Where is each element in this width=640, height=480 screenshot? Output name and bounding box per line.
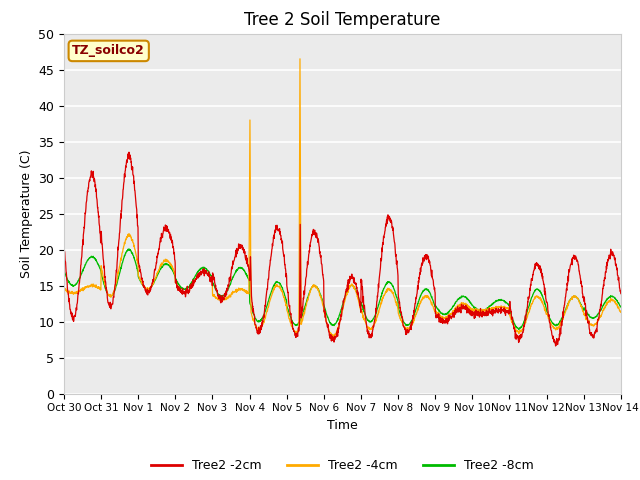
- Tree2 -4cm: [359, 313, 367, 319]
- Tree2 -2cm: [371, 316, 379, 322]
- Tree2 -2cm: [216, 293, 223, 299]
- Tree2 -4cm: [60, 286, 68, 292]
- Tree2 -2cm: [617, 291, 625, 297]
- Tree2 -4cm: [371, 320, 379, 326]
- Line: Tree2 -4cm: Tree2 -4cm: [64, 59, 621, 337]
- Tree2 -2cm: [584, 315, 591, 321]
- Title: Tree 2 Soil Temperature: Tree 2 Soil Temperature: [244, 11, 440, 29]
- Tree2 -8cm: [60, 268, 68, 274]
- Tree2 -2cm: [60, 242, 68, 248]
- Legend: Tree2 -2cm, Tree2 -4cm, Tree2 -8cm: Tree2 -2cm, Tree2 -4cm, Tree2 -8cm: [146, 455, 539, 477]
- Text: TZ_soilco2: TZ_soilco2: [72, 44, 145, 58]
- Tree2 -2cm: [568, 256, 576, 262]
- Y-axis label: Soil Temperature (C): Soil Temperature (C): [20, 149, 33, 278]
- Tree2 -4cm: [584, 317, 591, 323]
- Tree2 -2cm: [125, 149, 133, 155]
- Tree2 -2cm: [359, 288, 367, 294]
- Tree2 -8cm: [371, 313, 379, 319]
- Tree2 -4cm: [330, 334, 338, 340]
- Tree2 -4cm: [568, 294, 576, 300]
- Tree2 -8cm: [617, 304, 625, 310]
- Tree2 -8cm: [359, 304, 367, 310]
- Line: Tree2 -2cm: Tree2 -2cm: [64, 152, 621, 346]
- Tree2 -8cm: [584, 311, 591, 316]
- Tree2 -4cm: [505, 307, 513, 312]
- Tree2 -2cm: [552, 343, 559, 349]
- Tree2 -2cm: [504, 308, 512, 314]
- Tree2 -8cm: [504, 301, 512, 307]
- Tree2 -8cm: [568, 294, 576, 300]
- Tree2 -8cm: [125, 246, 133, 252]
- Tree2 -4cm: [216, 296, 223, 302]
- Tree2 -4cm: [296, 56, 304, 61]
- Tree2 -8cm: [515, 326, 522, 332]
- Tree2 -8cm: [216, 292, 223, 298]
- Tree2 -4cm: [617, 309, 625, 315]
- Line: Tree2 -8cm: Tree2 -8cm: [64, 249, 621, 329]
- X-axis label: Time: Time: [327, 419, 358, 432]
